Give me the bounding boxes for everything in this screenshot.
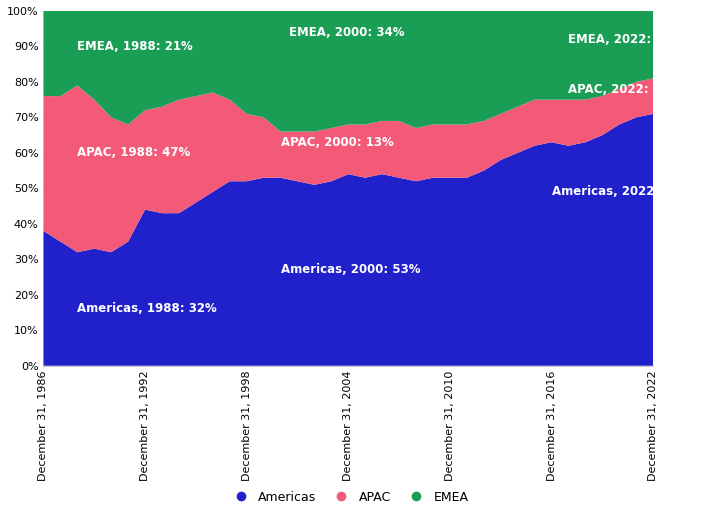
Text: Americas, 2022: 71%: Americas, 2022: 71%	[552, 185, 691, 199]
Text: EMEA, 2000: 34%: EMEA, 2000: 34%	[289, 26, 404, 39]
Text: EMEA, 2022: 19%: EMEA, 2022: 19%	[569, 33, 684, 46]
Text: Americas, 1988: 32%: Americas, 1988: 32%	[77, 302, 217, 315]
Text: APAC, 2022: 10%: APAC, 2022: 10%	[569, 82, 681, 96]
Text: EMEA, 1988: 21%: EMEA, 1988: 21%	[77, 40, 193, 53]
Text: APAC, 1988: 47%: APAC, 1988: 47%	[77, 146, 190, 160]
Legend: Americas, APAC, EMEA: Americas, APAC, EMEA	[223, 486, 474, 508]
Text: Americas, 2000: 53%: Americas, 2000: 53%	[280, 264, 420, 276]
Text: APAC, 2000: 13%: APAC, 2000: 13%	[280, 136, 393, 149]
